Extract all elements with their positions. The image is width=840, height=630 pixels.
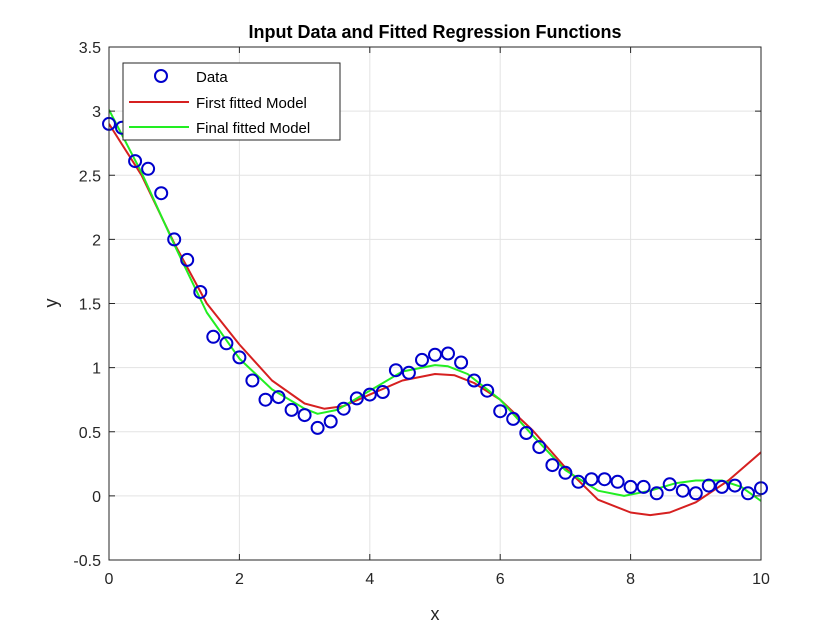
data-point: [388, 363, 403, 378]
data-point: [519, 426, 534, 440]
data-point: [310, 420, 325, 435]
x-tick-label: 6: [496, 571, 505, 588]
y-tick-label: 1: [92, 361, 101, 378]
series-layer: [102, 109, 768, 517]
data-point: [154, 186, 169, 201]
data-point: [662, 477, 677, 492]
data-point: [415, 352, 429, 367]
x-tick-label: 0: [105, 571, 114, 588]
data-point: [219, 336, 234, 351]
legend-label-final-model: Final fitted Model: [196, 120, 310, 137]
data-point: [675, 483, 690, 498]
data-point: [323, 414, 338, 429]
data-point: [506, 411, 521, 426]
data-point: [271, 390, 286, 405]
y-tick-label: 0.5: [79, 425, 101, 442]
data-point: [467, 373, 482, 388]
data-point: [597, 472, 612, 487]
data-point: [636, 479, 651, 494]
y-tick-label: 1.5: [79, 297, 101, 314]
legend: Data First fitted Model Final fitted Mod…: [122, 62, 341, 141]
data-point: [454, 355, 469, 370]
y-tick-label: 2.5: [79, 168, 101, 185]
data-point: [649, 486, 664, 501]
y-tick-label: -0.5: [73, 553, 101, 570]
data-point: [401, 365, 416, 380]
data-point: [128, 154, 143, 169]
x-tick-label: 4: [365, 571, 374, 588]
data-point: [558, 465, 573, 480]
data-point: [193, 285, 208, 299]
chart-title: Input Data and Fitted Regression Functio…: [248, 22, 621, 42]
data-point: [284, 402, 299, 417]
series-line-first-fitted-model: [109, 123, 761, 517]
data-point: [701, 478, 716, 493]
data-point: [206, 329, 221, 344]
x-tick-label: 10: [752, 571, 770, 588]
data-point: [714, 479, 729, 494]
data-point: [245, 373, 260, 388]
data-point: [297, 408, 312, 423]
data-point: [532, 440, 547, 455]
data-point: [688, 486, 703, 501]
data-point: [610, 474, 625, 489]
data-point: [362, 387, 377, 402]
tick-labels: 0 2 4 6 8 10-0.500.511.522.533.5: [73, 40, 770, 588]
data-point: [232, 350, 247, 365]
data-point: [441, 346, 455, 361]
data-point: [336, 401, 351, 416]
y-tick-label: 3: [92, 104, 101, 121]
data-point: [571, 474, 586, 489]
data-point: [727, 478, 742, 493]
data-point: [258, 392, 273, 407]
data-point: [141, 161, 156, 176]
y-tick-label: 3.5: [79, 40, 101, 57]
y-tick-label: 2: [92, 232, 101, 249]
x-axis-label: x: [431, 604, 440, 624]
data-point: [545, 458, 560, 473]
tick-marks: [108, 46, 762, 561]
data-point: [167, 232, 182, 247]
data-point: [428, 347, 442, 362]
y-tick-label: 0: [92, 489, 101, 506]
legend-data-marker: [154, 69, 168, 83]
legend-label-data: Data: [196, 69, 228, 86]
data-point: [180, 252, 195, 267]
legend-label-first-model: First fitted Model: [196, 95, 307, 112]
data-point: [493, 404, 508, 419]
data-point: [480, 383, 495, 398]
x-tick-label: 8: [626, 571, 635, 588]
data-point: [375, 385, 390, 399]
y-axis-label: y: [41, 299, 61, 308]
x-tick-label: 2: [235, 571, 244, 588]
data-point: [349, 391, 364, 406]
data-point: [741, 486, 755, 501]
